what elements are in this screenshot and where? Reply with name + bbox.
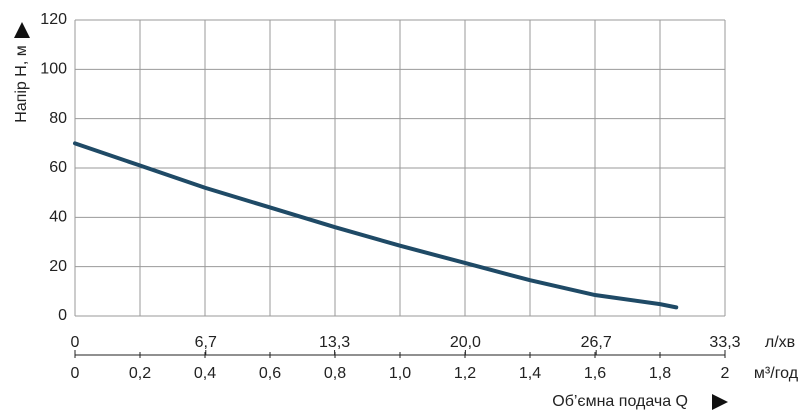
x2-tick-label: 26,7 — [581, 334, 612, 351]
x-tick-label: 0,2 — [129, 365, 151, 382]
curve — [73, 141, 679, 310]
y-tick-label: 120 — [40, 11, 67, 28]
y-tick-label: 0 — [58, 307, 67, 324]
x-tick-label: 0,8 — [324, 365, 346, 382]
y-tick-label: 20 — [49, 258, 67, 275]
y-tick-label: 60 — [49, 159, 67, 176]
y-tick-label: 40 — [49, 209, 67, 226]
x-tick-label: 1,4 — [519, 365, 541, 382]
y-tick-label: 100 — [40, 61, 67, 78]
x2-unit: л/хв — [765, 334, 795, 351]
y-axis-label: Напір H, м — [13, 45, 30, 122]
x2-tick-label: 20,0 — [450, 334, 481, 351]
x2-tick-label: 33,3 — [709, 334, 740, 351]
x-tick-label: 2 — [721, 365, 730, 382]
x2-tick-label: 0 — [71, 334, 80, 351]
x-tick-label: 0,4 — [194, 365, 216, 382]
x-tick-label: 1,0 — [389, 365, 411, 382]
x2-tick-label: 6,7 — [195, 334, 217, 351]
x-tick-label: 1,8 — [649, 365, 671, 382]
x-axis-label: Об’ємна подача Q — [552, 393, 688, 410]
x-tick-label: 1,2 — [454, 365, 476, 382]
x-unit: м³/год — [754, 365, 799, 382]
x-tick-label: 1,6 — [584, 365, 606, 382]
x-tick-label: 0,6 — [259, 365, 281, 382]
x-arrow — [712, 394, 728, 410]
y-arrow — [14, 22, 30, 38]
x-tick-label: 0 — [71, 365, 80, 382]
y-tick-label: 80 — [49, 110, 67, 127]
x2-tick-label: 13,3 — [319, 334, 350, 351]
